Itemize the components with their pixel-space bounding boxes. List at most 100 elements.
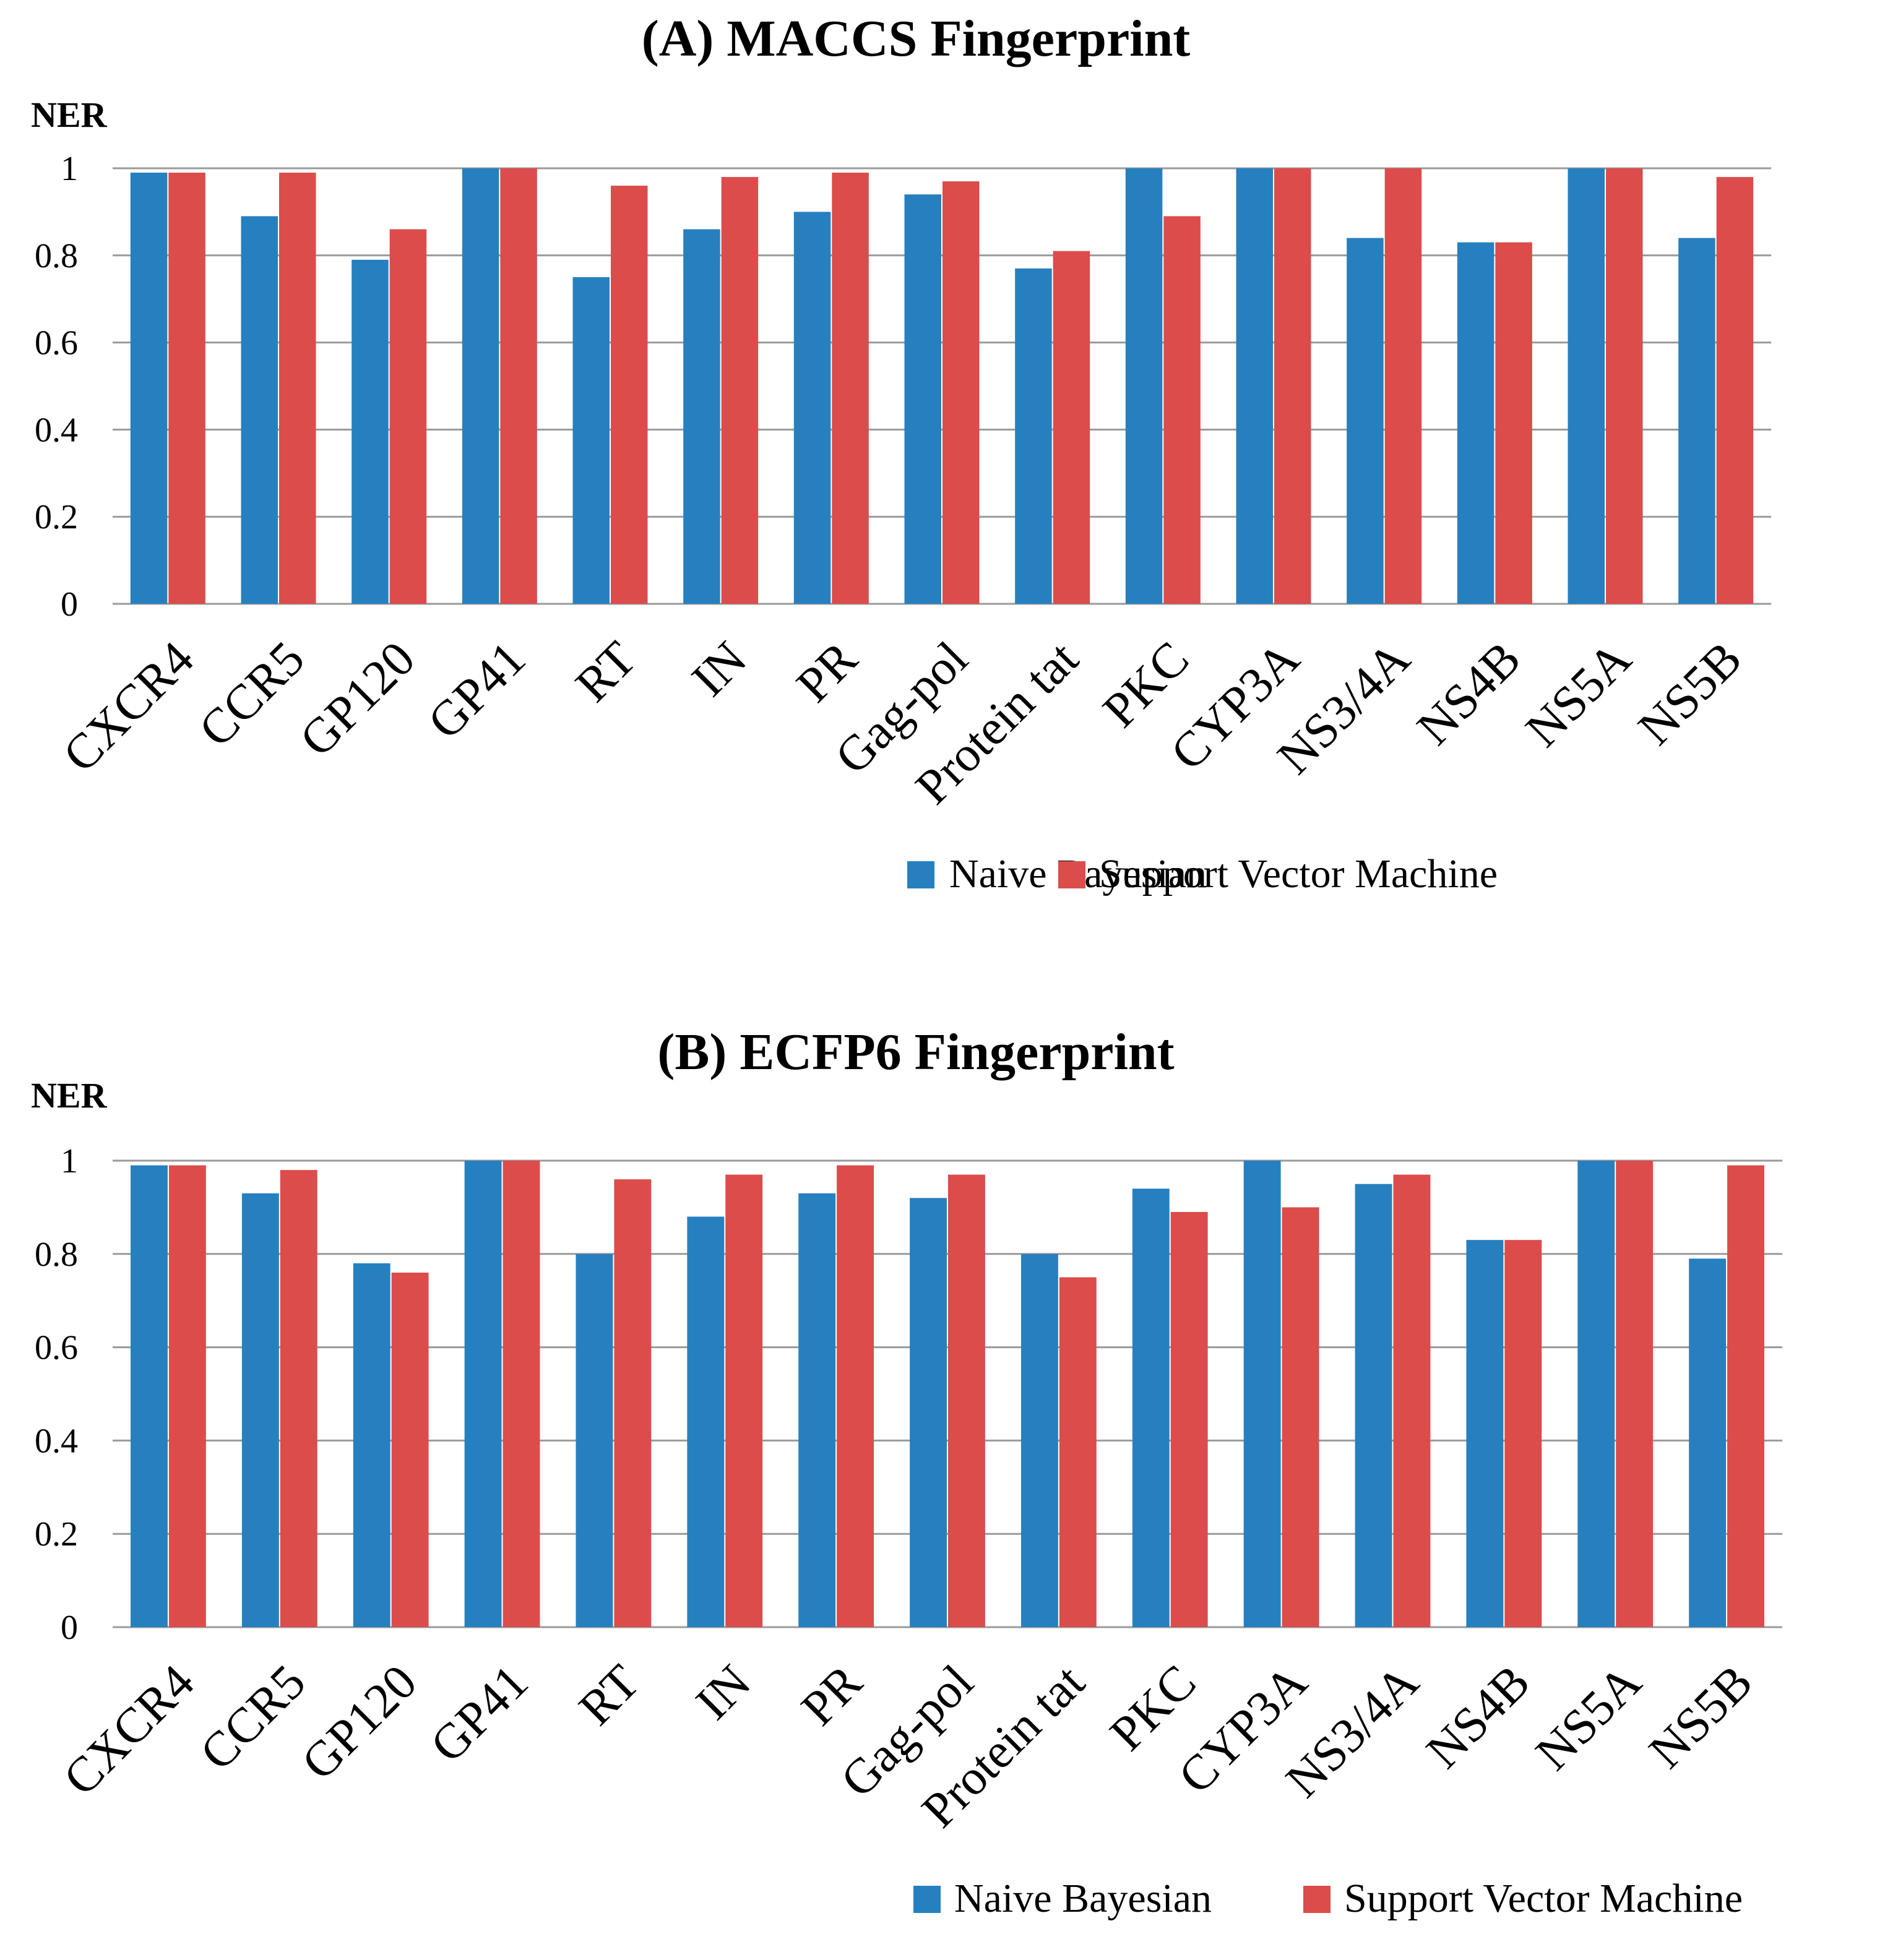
y-tick-label: 0.2: [35, 498, 78, 536]
bar-naive-bayesian-pkc: [1125, 168, 1163, 604]
bar-naive-bayesian-ns3-4a: [1355, 1184, 1392, 1627]
legend-swatch-svm: [1058, 861, 1085, 888]
bar-svm-cyp3a: [1282, 1207, 1319, 1627]
bar-svm-cyp3a: [1274, 168, 1311, 604]
legend-label-svm: Support Vector Machine: [1099, 851, 1498, 896]
bar-naive-bayesian-pr: [798, 1193, 836, 1627]
bar-svm-ns5a: [1616, 1161, 1654, 1627]
bar-svm-in: [725, 1174, 763, 1627]
x-tick-label: CXCR4: [53, 632, 205, 783]
bar-svm-protein-tat: [1059, 1277, 1097, 1627]
x-tick-label: IN: [681, 632, 757, 707]
x-tick-label: PR: [791, 1654, 873, 1736]
x-tick-label: CXCR4: [53, 1655, 205, 1807]
y-tick-label: 0.8: [35, 237, 78, 275]
bar-naive-bayesian-ns4b: [1457, 242, 1495, 604]
bar-svm-in: [721, 177, 759, 604]
x-tick-label: NS5B: [1639, 1655, 1763, 1779]
legend-swatch-svm: [1303, 1886, 1331, 1913]
bar-naive-bayesian-in: [687, 1216, 725, 1627]
x-tick-label: NS4B: [1417, 1655, 1541, 1779]
x-tick-label: CCR5: [190, 1655, 316, 1781]
bar-svm-pkc: [1163, 216, 1201, 604]
chart-title: (B) ECFP6 Fingerprint: [657, 1023, 1174, 1081]
legend-label-svm: Support Vector Machine: [1344, 1876, 1743, 1921]
bar-naive-bayesian-cyp3a: [1243, 1161, 1281, 1627]
bar-svm-gag-pol: [942, 181, 980, 604]
bar-naive-bayesian-cxcr4: [130, 173, 168, 604]
bar-svm-ccr5: [280, 1170, 317, 1627]
bar-naive-bayesian-rt: [572, 277, 610, 604]
y-tick-label: 0.8: [35, 1236, 78, 1274]
bar-naive-bayesian-gag-pol: [904, 194, 941, 604]
bar-naive-bayesian-ns5a: [1577, 1161, 1615, 1627]
bar-naive-bayesian-ccr5: [241, 1193, 279, 1627]
bar-naive-bayesian-gp41: [462, 168, 499, 604]
x-tick-label: NS5B: [1628, 632, 1753, 756]
bar-svm-pkc: [1170, 1211, 1208, 1627]
y-tick-label: 0.6: [35, 324, 78, 363]
bar-naive-bayesian-protein-tat: [1015, 268, 1052, 604]
bar-svm-ns5a: [1606, 168, 1643, 604]
bar-svm-ns5b: [1716, 177, 1754, 604]
bar-svm-pr: [832, 173, 869, 604]
y-tick-label: 0.6: [35, 1329, 78, 1367]
bar-naive-bayesian-gp41: [464, 1161, 502, 1627]
bar-svm-rt: [614, 1179, 652, 1627]
bar-naive-bayesian-gp120: [352, 259, 389, 604]
y-tick-label: 0.4: [35, 1422, 78, 1460]
x-tick-label: RT: [566, 632, 647, 713]
bar-naive-bayesian-protein-tat: [1020, 1253, 1058, 1627]
x-tick-label: NS5A: [1516, 631, 1642, 757]
x-tick-label: CCR5: [189, 632, 315, 758]
bar-naive-bayesian-pr: [793, 212, 831, 604]
bar-svm-ns3-4a: [1384, 168, 1422, 604]
bar-svm-ns4b: [1495, 242, 1532, 604]
legend-label-naive-bayesian: Naive Bayesian: [954, 1876, 1212, 1921]
y-axis-label: NER: [31, 95, 108, 135]
bar-naive-bayesian-gag-pol: [910, 1198, 947, 1627]
x-tick-label: RT: [569, 1655, 650, 1736]
y-axis-label: NER: [31, 1075, 108, 1115]
bar-naive-bayesian-gp120: [353, 1263, 390, 1627]
y-tick-label: 0.2: [35, 1515, 78, 1554]
bar-svm-rt: [611, 186, 648, 604]
chart-title: (A) MACCS Fingerprint: [642, 10, 1191, 67]
x-tick-label: NS4B: [1407, 632, 1532, 756]
bar-svm-gp120: [389, 229, 427, 604]
y-tick-label: 0: [61, 585, 78, 624]
y-tick-label: 1: [61, 1142, 78, 1180]
bar-svm-gp41: [503, 1161, 540, 1627]
bar-svm-gp41: [500, 168, 537, 604]
bar-naive-bayesian-ns5b: [1689, 1258, 1727, 1627]
bar-naive-bayesian-in: [683, 229, 720, 604]
legend-swatch-naive-bayesian: [907, 861, 934, 888]
bar-naive-bayesian-rt: [576, 1253, 613, 1627]
bar-svm-cxcr4: [168, 173, 205, 604]
bar-naive-bayesian-cyp3a: [1236, 168, 1273, 604]
chart-b-ecfp6: (B) ECFP6 Fingerprint NER 0 0.2 0.4 0.6 0.8 1 CX…: [31, 1023, 1782, 1921]
bar-naive-bayesian-ccr5: [241, 216, 278, 604]
x-tick-label: GP120: [291, 1655, 427, 1790]
bar-naive-bayesian-ns5b: [1678, 238, 1715, 604]
x-tick-label: GP41: [418, 632, 536, 750]
bar-svm-pr: [837, 1165, 874, 1627]
bar-naive-bayesian-ns3-4a: [1347, 238, 1384, 604]
y-tick-label: 0.4: [35, 411, 78, 449]
x-tick-label: GP120: [290, 632, 425, 767]
legend-swatch-naive-bayesian: [913, 1886, 941, 1913]
chart-a-maccs: (A) MACCS Fingerprint NER 0 0.2 0.4 0.6 0.8 1 CX…: [31, 10, 1771, 896]
bar-svm-protein-tat: [1053, 251, 1090, 604]
bar-svm-gp120: [391, 1272, 429, 1627]
bar-naive-bayesian-cxcr4: [131, 1165, 168, 1627]
y-tick-label: 0: [61, 1609, 78, 1647]
x-tick-label: PR: [787, 631, 868, 713]
bar-svm-gag-pol: [948, 1174, 985, 1627]
x-tick-label: IN: [686, 1655, 761, 1730]
x-tick-label: GP41: [420, 1655, 538, 1773]
bar-svm-ns5b: [1727, 1165, 1764, 1627]
bar-naive-bayesian-ns4b: [1466, 1240, 1504, 1627]
bar-naive-bayesian-ns5a: [1568, 168, 1605, 604]
bar-naive-bayesian-pkc: [1132, 1188, 1170, 1627]
